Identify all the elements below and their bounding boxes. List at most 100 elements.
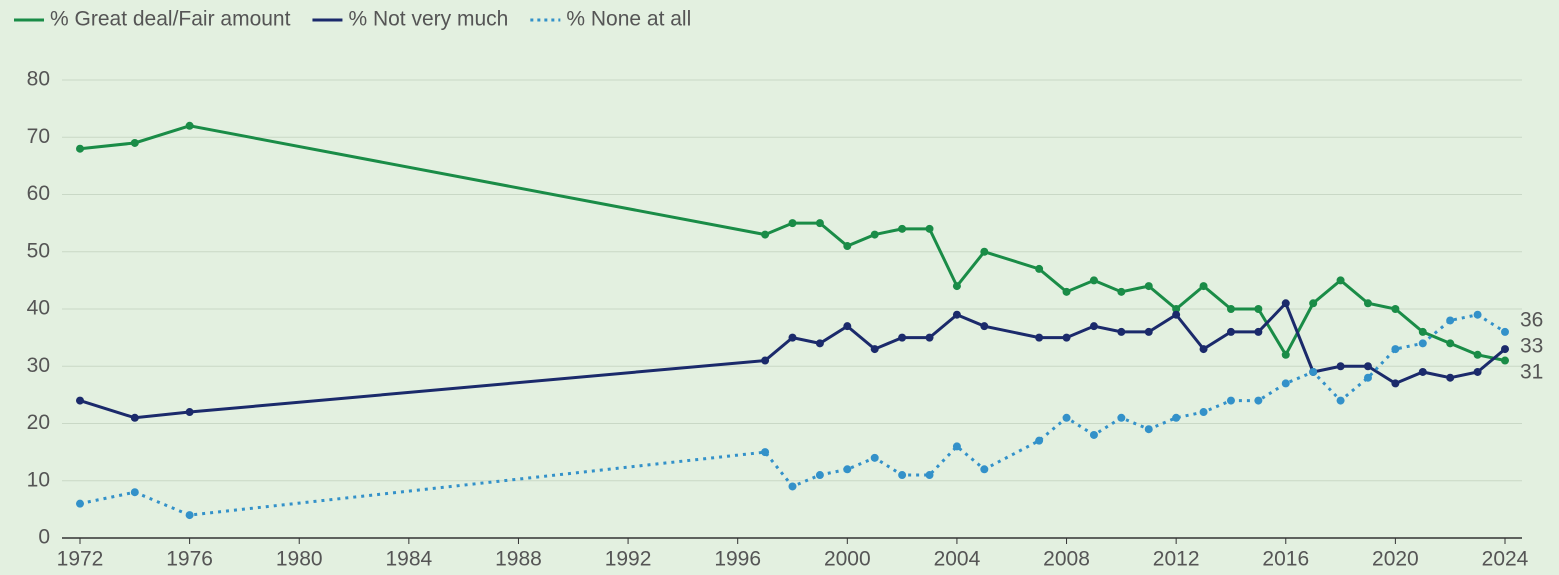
data-point — [1172, 310, 1181, 319]
x-tick-label: 1988 — [495, 548, 542, 571]
data-point — [1309, 299, 1318, 308]
data-point — [1172, 413, 1181, 422]
data-point — [1418, 367, 1427, 376]
y-tick-label: 50 — [27, 239, 50, 262]
data-point — [1254, 305, 1263, 313]
y-tick-label: 10 — [27, 468, 50, 491]
x-tick-label: 2004 — [934, 548, 981, 571]
data-point — [1089, 322, 1098, 331]
y-tick-label: 60 — [27, 182, 50, 205]
data-point — [980, 322, 989, 331]
data-point — [1144, 425, 1153, 434]
x-tick-label: 1972 — [57, 548, 104, 571]
x-tick-label: 2000 — [824, 548, 871, 571]
x-tick-label: 1980 — [276, 548, 323, 571]
data-point — [1089, 276, 1098, 285]
data-point — [1501, 356, 1509, 365]
data-point — [1473, 310, 1482, 319]
data-point — [1309, 367, 1318, 376]
y-tick-label: 0 — [38, 526, 50, 549]
data-point — [1035, 333, 1044, 342]
x-tick-label: 1996 — [714, 548, 761, 571]
data-point — [76, 499, 84, 508]
data-point — [1035, 436, 1044, 445]
data-point — [761, 356, 770, 365]
data-point — [1473, 367, 1482, 376]
data-point — [1281, 379, 1290, 388]
data-point — [980, 247, 989, 256]
data-point — [1501, 327, 1509, 336]
data-point — [130, 413, 139, 422]
data-point — [870, 345, 879, 354]
legend-label: % None at all — [566, 8, 691, 31]
data-point — [898, 471, 907, 480]
data-point — [788, 219, 797, 228]
end-label: 31 — [1520, 361, 1543, 384]
data-point — [952, 310, 961, 319]
series-line — [79, 313, 1506, 517]
data-point — [788, 333, 797, 342]
data-point — [1363, 373, 1372, 382]
data-point — [1391, 305, 1400, 313]
data-point — [1226, 305, 1235, 313]
x-tick-label: 1984 — [385, 548, 432, 571]
x-tick-label: 2016 — [1262, 548, 1309, 571]
x-tick-label: 2024 — [1482, 548, 1529, 571]
y-tick-label: 30 — [27, 354, 50, 377]
data-point — [185, 121, 194, 130]
legend-label: % Great deal/Fair amount — [50, 8, 291, 31]
y-tick-label: 70 — [27, 125, 50, 148]
data-point — [130, 488, 139, 497]
data-point — [815, 339, 824, 348]
data-point — [76, 396, 84, 405]
data-point — [1062, 413, 1071, 422]
data-point — [76, 144, 84, 153]
y-tick-label: 80 — [27, 68, 50, 91]
data-point — [1089, 430, 1098, 439]
x-tick-label: 1992 — [605, 548, 652, 571]
x-tick-label: 2012 — [1153, 548, 1200, 571]
data-point — [1144, 327, 1153, 336]
end-label: 33 — [1520, 335, 1543, 358]
data-point — [1117, 287, 1126, 296]
data-point — [1117, 327, 1126, 336]
data-point — [898, 224, 907, 233]
data-point — [1363, 362, 1372, 371]
data-point — [1391, 379, 1400, 388]
data-point — [843, 242, 852, 251]
data-point — [1062, 333, 1071, 342]
data-point — [925, 333, 934, 342]
data-point — [1391, 345, 1400, 354]
series-line — [79, 300, 1506, 420]
y-tick-label: 40 — [27, 297, 50, 320]
data-point — [185, 408, 194, 417]
data-point — [1446, 316, 1455, 325]
data-point — [761, 448, 770, 457]
data-point — [870, 230, 879, 239]
x-tick-label: 2008 — [1043, 548, 1090, 571]
data-point — [1363, 299, 1372, 308]
data-point — [843, 322, 852, 331]
x-tick-label: 1976 — [166, 548, 213, 571]
data-point — [815, 471, 824, 480]
data-point — [870, 453, 879, 462]
data-point — [1336, 396, 1345, 405]
data-point — [1117, 413, 1126, 422]
data-point — [1035, 264, 1044, 273]
data-point — [1199, 408, 1208, 417]
data-point — [1226, 396, 1235, 405]
data-point — [788, 482, 797, 491]
data-point — [1336, 276, 1345, 285]
data-point — [1446, 373, 1455, 382]
data-point — [898, 333, 907, 342]
data-point — [952, 282, 961, 291]
data-point — [925, 471, 934, 480]
data-point — [1281, 299, 1290, 308]
data-point — [185, 511, 194, 520]
data-point — [952, 442, 961, 451]
data-point — [1226, 327, 1235, 336]
data-point — [843, 465, 852, 474]
data-point — [1199, 282, 1208, 291]
